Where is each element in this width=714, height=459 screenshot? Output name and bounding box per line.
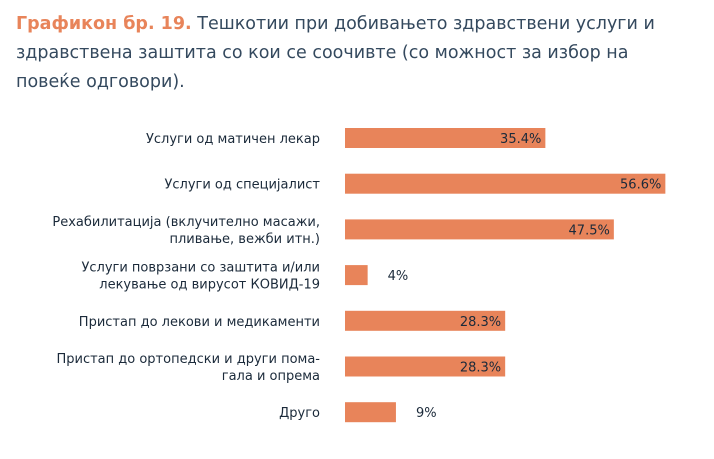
bar-0 [345,128,546,148]
value-label-5: 28.3% [460,361,501,376]
category-label-5-line-1: гала и опрема [222,369,320,384]
category-label-0-line-0: Услуги од матичен лекар [146,132,320,147]
bar-5 [345,356,506,377]
category-label-3-line-0: Услуги поврзани со заштита и/или [81,261,320,276]
bar-1 [345,173,666,194]
category-label-2-line-0: Рехабилитација (вклучително масажи, [52,215,320,230]
value-label-3: 4% [388,269,409,284]
value-label-0: 35.4% [500,132,541,147]
bar-2 [345,219,614,240]
bar-6 [345,402,396,423]
category-label-1-line-0: Услуги од специјалист [164,178,320,193]
value-label-4: 28.3% [460,315,501,330]
bar-4 [345,310,506,331]
value-label-6: 9% [416,406,437,421]
category-label-4-line-0: Пристап до лекови и медикаменти [79,315,320,330]
value-label-2: 47.5% [569,223,610,238]
bar-3 [345,265,368,286]
chart-title: Графикон бр. 19. Тешкотии при добивањето… [16,10,696,97]
value-label-1: 56.6% [620,178,661,193]
category-label-3-line-1: лекување од вирусот КОВИД-19 [99,278,320,293]
category-label-5-line-0: Пристап до ортопедски и други пома- [56,352,320,367]
chart-title-prefix: Графикон бр. 19. [16,14,192,34]
category-label-6-line-0: Друго [279,406,320,421]
chart-title-text: Тешкотии при добивањето здравствени услу… [16,14,655,92]
category-label-2-line-1: пливање, вежби итн.) [169,232,320,247]
